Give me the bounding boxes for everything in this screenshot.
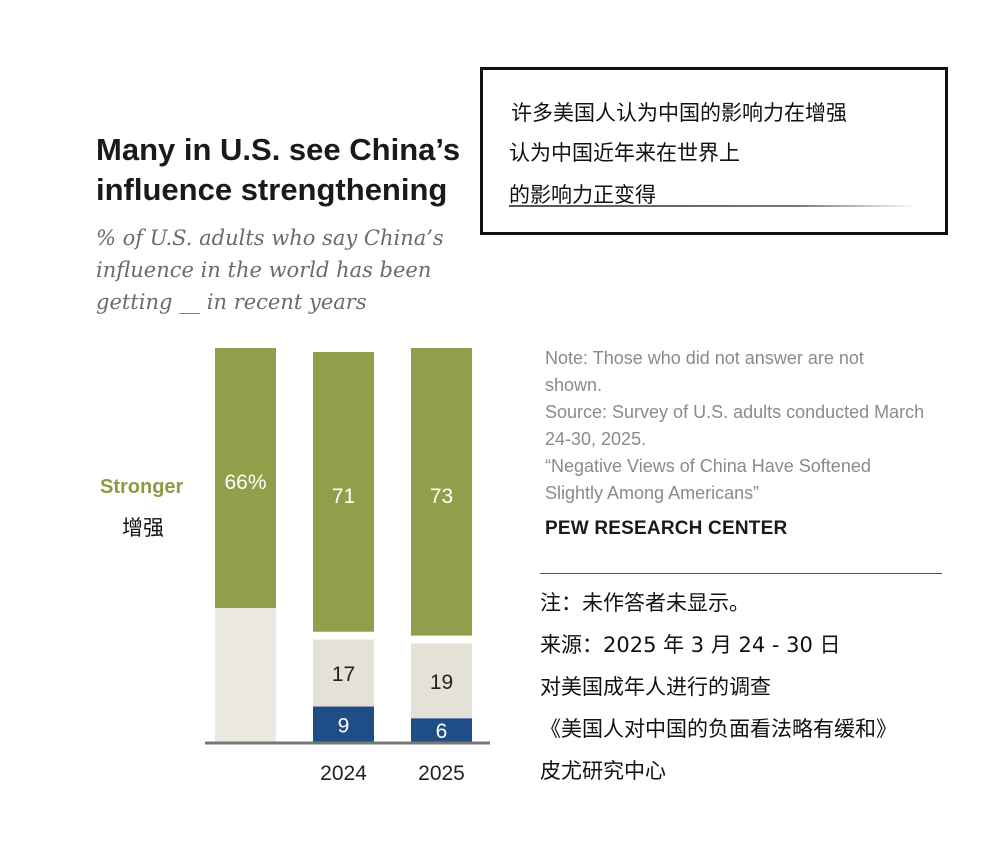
x-tick-label-2024: 2024 bbox=[320, 762, 367, 785]
notes-separator bbox=[540, 573, 942, 574]
legend-label-stronger: Stronger bbox=[100, 476, 184, 498]
data-label-stronger-2025: 73 bbox=[430, 485, 453, 508]
cn-survey-line: 对美国成年人进行的调查 bbox=[540, 675, 771, 699]
smudged-area bbox=[721, 172, 911, 202]
report-title: “Negative Views of China Have Softened S… bbox=[545, 456, 871, 503]
bars-layer bbox=[215, 348, 472, 742]
chart-title: Many in U.S. see China’s influence stren… bbox=[96, 132, 461, 207]
pew-research-center-logo: PEW RESEARCH CENTER bbox=[545, 518, 788, 539]
cn-note-line: 注：未作答者未显示。 bbox=[540, 591, 750, 615]
translation-line-1: 许多美国人认为中国的影响力在增强 bbox=[511, 101, 847, 125]
bar-stronger-2024 bbox=[313, 352, 374, 632]
data-label-stronger-earlier: 66% bbox=[224, 471, 266, 494]
bar-segment-faded bbox=[215, 608, 276, 742]
translation-box: 许多美国人认为中国的影响力在增强 认为中国近年来在世界上 的影响力正变得___ bbox=[480, 67, 948, 235]
cn-report-line: 《美国人对中国的负面看法略有缓和》 bbox=[540, 717, 897, 741]
chart-subtitle: % of U.S. adults who say China’s influen… bbox=[96, 226, 444, 314]
bar-stronger-2025 bbox=[411, 348, 472, 636]
data-label-middle-2025: 19 bbox=[430, 671, 453, 694]
bar-weaker-2024 bbox=[313, 706, 374, 742]
data-label-weaker-2024: 9 bbox=[338, 714, 350, 737]
translation-underline bbox=[509, 205, 919, 207]
translation-line-3: 的影响力正变得___ bbox=[509, 183, 688, 207]
legend-label-stronger-cn: 增强 bbox=[122, 516, 164, 540]
bar-middle-2024 bbox=[313, 639, 374, 707]
data-label-stronger-2024: 71 bbox=[332, 485, 355, 508]
data-label-weaker-2025: 6 bbox=[436, 720, 448, 743]
chart-notes: Note: Those who did not answer are not s… bbox=[545, 345, 925, 507]
bar-stronger-earlier bbox=[215, 348, 276, 609]
source-text: Source: Survey of U.S. adults conducted … bbox=[545, 402, 925, 449]
labels-layer: 66% 17 9 71 19 6 73 bbox=[224, 471, 453, 743]
cn-source-line: 来源：2025 年 3 月 24 - 30 日 bbox=[540, 633, 841, 657]
bar-weaker-2025 bbox=[411, 718, 472, 742]
x-tick-label-2025: 2025 bbox=[418, 762, 465, 785]
axis-layer: 2024 2025 bbox=[205, 741, 490, 785]
translated-notes: 注：未作答者未显示。 来源：2025 年 3 月 24 - 30 日 对美国成年… bbox=[540, 582, 960, 792]
data-label-middle-2024: 17 bbox=[332, 663, 355, 686]
bar-middle-2025 bbox=[411, 643, 472, 719]
note-text: Note: Those who did not answer are not s… bbox=[545, 348, 864, 395]
translation-line-2: 认为中国近年来在世界上 bbox=[509, 141, 740, 165]
cn-org-line: 皮尤研究中心 bbox=[540, 759, 666, 783]
